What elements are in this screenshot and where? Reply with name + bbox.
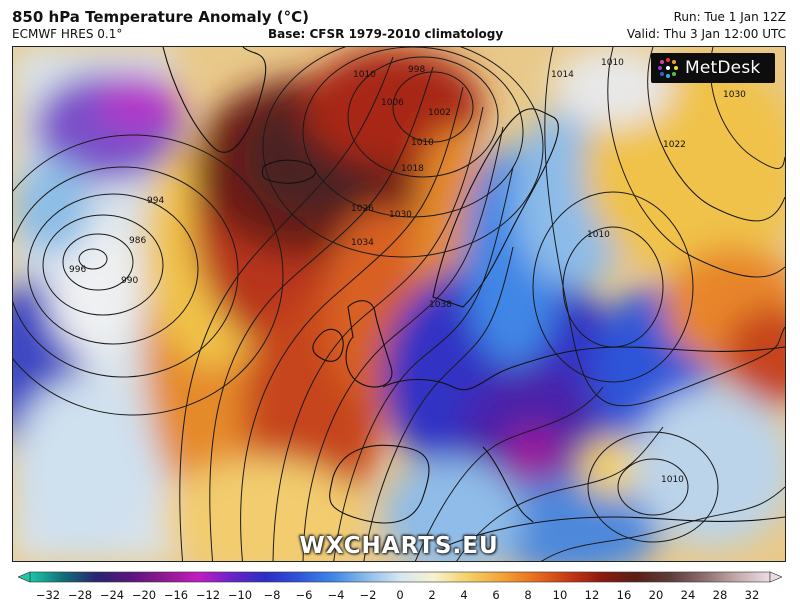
colorbar-tick-label: 4 [460,588,468,602]
italy-coast [482,446,534,523]
metdesk-logo-icon [657,57,679,79]
colorbar-tick-label: 8 [524,588,532,602]
colorbar-tick-label: −8 [263,588,281,602]
isobar-label: 1010 [411,138,434,148]
colorbar-tick-label: −12 [195,588,221,602]
isobar-label: 1038 [429,300,452,310]
colorbar-tick-label: 20 [648,588,664,602]
colorbar-tick-label: 6 [492,588,500,602]
model-label: ECMWF HRES 0.1° [12,27,123,41]
chart-title: 850 hPa Temperature Anomaly (°C) [12,8,309,26]
isobar-label: 1010 [601,58,624,68]
isobar-label: 990 [121,276,138,286]
colorbar-tick-label: −10 [227,588,253,602]
isobar-label-layer: 998 1002 1006 1010 1010 1018 1026 1030 1… [69,58,746,485]
isobar-label: 1034 [351,238,374,248]
colorbar-min-arrow [17,571,31,583]
isobar-label: 1014 [551,70,574,80]
mediterranean-coast [442,516,785,548]
metdesk-logo: MetDesk [651,53,775,83]
colorbar-tick-label: 32 [744,588,760,602]
colorbar-tick-label: 16 [616,588,632,602]
colorbar-tick-label: 10 [552,588,568,602]
colorbar-tick-label: −2 [359,588,377,602]
colorbar-max-arrow [769,571,783,583]
isobar-label: 1002 [428,108,451,118]
colorbar-tick-label: 24 [680,588,696,602]
isobar-label: 1006 [381,98,404,108]
isobar-label: 1010 [587,230,610,240]
isobar-label: 998 [408,65,425,75]
colorbar-tick-label: 2 [428,588,436,602]
britain-coast [345,300,393,388]
colorbar: −32 −28 −24 −20 −16 −12 −10 −8 −6 −4 −2 0 2 4 6 8 10 12 16… [17,568,783,608]
colorbar-band [29,571,771,583]
colorbar-tick-label: −4 [327,588,345,602]
isobar-label: 1018 [401,164,424,174]
colorbar-tick-label: −16 [163,588,189,602]
ireland-coast [312,328,344,362]
run-time-label: Run: Tue 1 Jan 12Z [673,10,786,24]
europe-coast [382,346,785,391]
colorbar-gradient [17,571,783,583]
colorbar-tick-label: −6 [295,588,313,602]
colorbar-tick-label: 28 [712,588,728,602]
isobar-label: 1030 [723,90,746,100]
isobar-label: 994 [147,196,164,206]
climatology-base-label: Base: CFSR 1979-2010 climatology [268,27,504,41]
isobar-label: 986 [129,236,146,246]
isobar-label: 1010 [353,70,376,80]
map-canvas: 998 1002 1006 1010 1010 1018 1026 1030 1… [13,47,785,561]
colorbar-tick-label: −24 [99,588,125,602]
colorbar-tick-label: 12 [584,588,600,602]
isobar-label: 1026 [351,204,374,214]
anomaly-map[interactable]: 998 1002 1006 1010 1010 1018 1026 1030 1… [12,46,786,562]
colorbar-tick-label: −32 [35,588,61,602]
coastlines [162,47,785,548]
colorbar-tick-label: −28 [67,588,93,602]
anomaly-field [13,47,785,561]
isobar-label: 1022 [663,140,686,150]
isobar-label: 1010 [661,475,684,485]
isobar-contours [13,47,785,561]
wxcharts-watermark: WXCHARTS.EU [299,533,499,559]
isobar-label: 996 [69,265,86,275]
valid-time-label: Valid: Thu 3 Jan 12:00 UTC [626,27,786,41]
metdesk-logo-text: MetDesk [685,58,761,78]
isobar-label: 1030 [389,210,412,220]
iberia-coast [329,444,430,524]
colorbar-tick-label: −20 [131,588,157,602]
colorbar-tick-label: 0 [396,588,404,602]
greenland-coast [162,47,267,153]
iceland-coast [261,159,316,184]
scandinavia-coast [432,108,559,308]
